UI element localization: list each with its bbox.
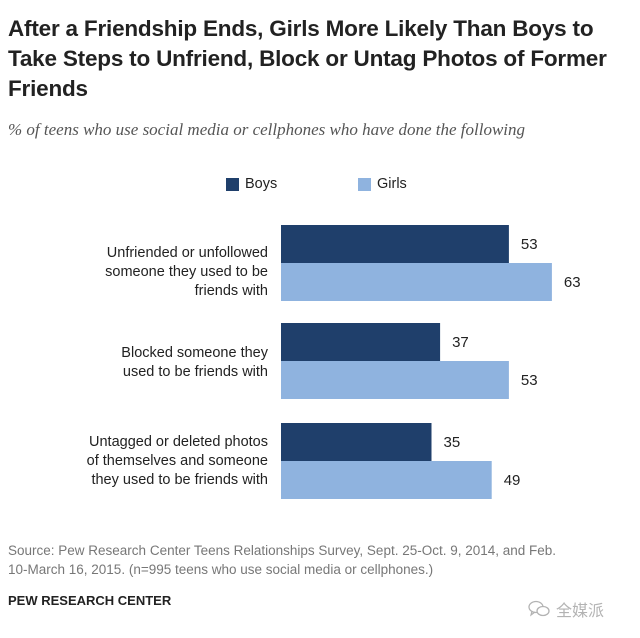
source-line-1: Source: Pew Research Center Teens Relati…	[8, 543, 557, 558]
category-label-line: Untagged or deleted photos	[89, 434, 268, 450]
bar-girls-blocked	[281, 361, 509, 399]
category-label-unfriended: Unfriended or unfollowed someone they us…	[10, 244, 268, 301]
data-label-boys-untagged: 35	[444, 434, 461, 451]
category-label-line: used to be friends with	[122, 364, 268, 380]
legend-swatch-boys	[226, 177, 239, 191]
legend: Boys Girls	[0, 176, 640, 196]
bar-girls-unfriended	[281, 263, 552, 301]
bar-boys-blocked	[281, 323, 441, 361]
category-label-line: they used to be friends with	[91, 472, 268, 488]
category-label-line: Unfriended or unfollowed	[106, 245, 268, 261]
legend-swatch-girls	[358, 177, 371, 191]
category-label-blocked: Blocked someone they used to be friends …	[10, 344, 268, 382]
chat-bubbles-icon	[528, 600, 550, 617]
category-label-line: Blocked someone they	[121, 345, 268, 361]
chart-title: After a Friendship Ends, Girls More Like…	[8, 16, 607, 101]
legend-item-girls: Girls	[358, 176, 407, 192]
watermark-text: 全媒派	[556, 603, 605, 620]
bar-girls-untagged	[281, 461, 492, 499]
legend-label-boys: Boys	[245, 176, 278, 192]
chart-subtitle: % of teens who use social media or cellp…	[8, 120, 526, 139]
data-label-girls-blocked: 53	[521, 372, 538, 389]
source-line-2: 10-March 16, 2015. (n=995 teens who use …	[8, 562, 434, 577]
data-label-girls-untagged: 49	[504, 472, 521, 489]
category-label-untagged: Untagged or deleted photos of themselves…	[10, 433, 268, 490]
bar-plot: 53 63 37 53 35 49	[281, 225, 581, 499]
category-label-line: friends with	[194, 283, 268, 299]
category-label-line: someone they used to be	[105, 264, 268, 280]
data-label-boys-unfriended: 53	[521, 236, 538, 253]
watermark: 全媒派	[528, 597, 604, 621]
category-label-line: of themselves and someone	[86, 453, 268, 469]
source-note: Source: Pew Research Center Teens Relati…	[8, 541, 633, 579]
brand-name: PEW RESEARCH CENTER	[8, 593, 172, 608]
data-label-girls-unfriended: 63	[564, 274, 581, 291]
data-label-boys-blocked: 37	[452, 334, 469, 351]
bar-boys-untagged	[281, 423, 432, 461]
bar-boys-unfriended	[281, 225, 509, 263]
legend-item-boys: Boys	[226, 176, 277, 192]
legend-label-girls: Girls	[377, 176, 407, 192]
